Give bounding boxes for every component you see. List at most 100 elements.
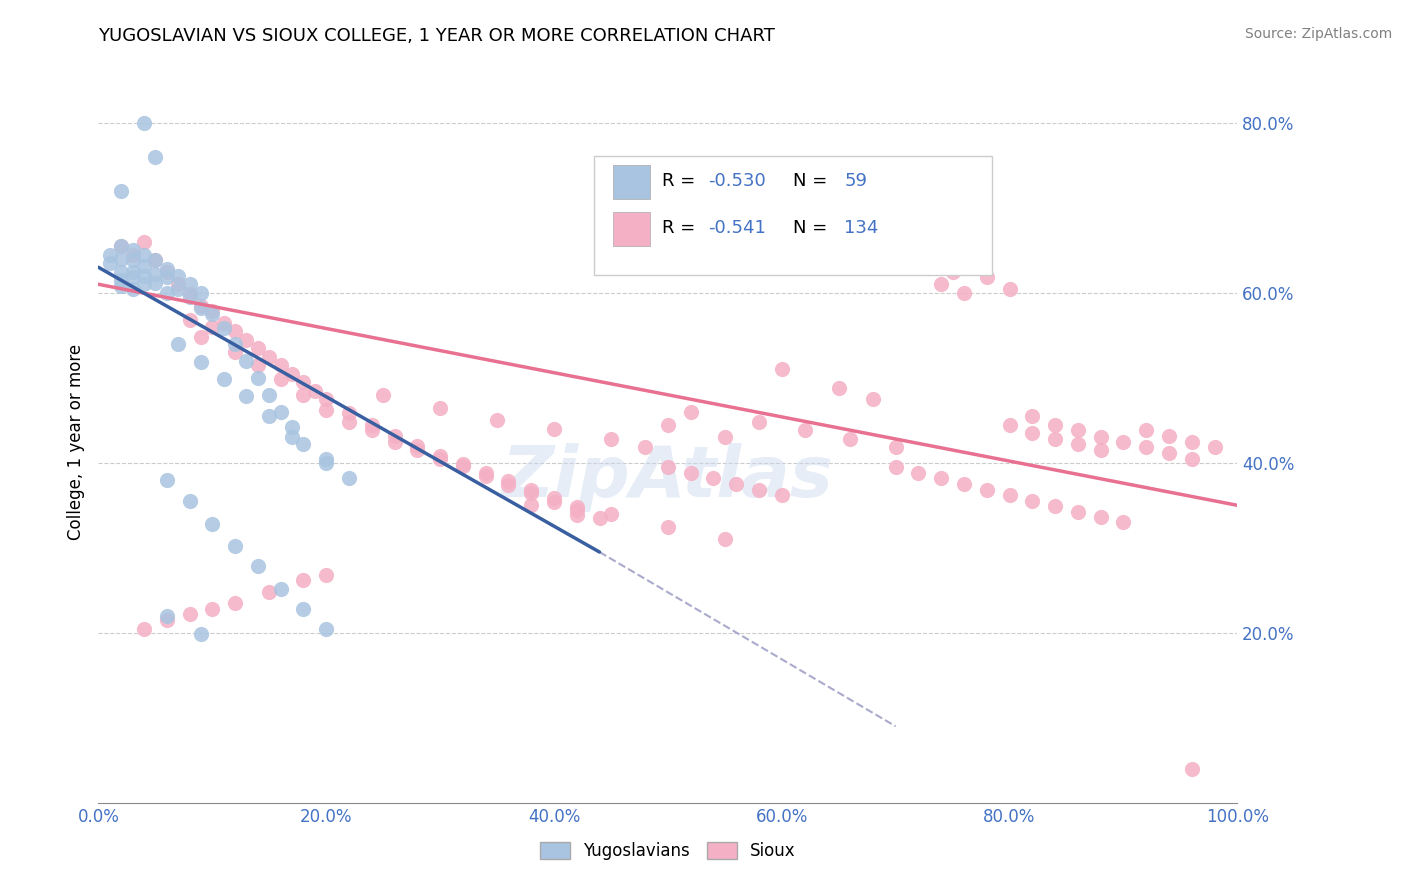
- Point: [246, 371, 269, 385]
- Point: [190, 285, 212, 300]
- Point: [429, 451, 451, 466]
- Point: [110, 264, 132, 278]
- Point: [429, 401, 451, 415]
- Y-axis label: College, 1 year or more: College, 1 year or more: [66, 343, 84, 540]
- Point: [156, 613, 179, 627]
- Point: [98, 256, 121, 270]
- Point: [212, 372, 235, 386]
- Point: [190, 301, 212, 315]
- Point: [657, 417, 679, 432]
- Point: [1090, 430, 1112, 444]
- Point: [246, 341, 269, 355]
- Point: [179, 313, 201, 327]
- Point: [121, 247, 143, 261]
- Point: [953, 477, 976, 491]
- Point: [474, 468, 496, 483]
- Point: [976, 270, 998, 285]
- Text: 134: 134: [845, 219, 879, 237]
- FancyBboxPatch shape: [593, 156, 993, 276]
- Point: [337, 407, 360, 421]
- Point: [884, 441, 907, 455]
- Point: [839, 432, 862, 446]
- Point: [179, 607, 201, 621]
- Point: [998, 488, 1021, 502]
- Point: [360, 417, 382, 432]
- Point: [270, 582, 292, 596]
- Point: [793, 424, 815, 438]
- Point: [132, 116, 155, 130]
- Point: [179, 494, 201, 508]
- Point: [862, 392, 884, 406]
- Point: [748, 483, 770, 497]
- Point: [304, 384, 326, 398]
- Point: [565, 508, 588, 523]
- Point: [1181, 762, 1204, 776]
- Point: [156, 262, 179, 277]
- Point: [145, 150, 167, 164]
- Point: [224, 539, 246, 553]
- Point: [384, 428, 406, 442]
- Point: [292, 388, 315, 402]
- Point: [212, 321, 235, 335]
- Point: [110, 184, 132, 198]
- Point: [657, 519, 679, 533]
- Point: [121, 281, 143, 295]
- Point: [235, 333, 257, 347]
- Point: [337, 471, 360, 485]
- Point: [259, 409, 281, 423]
- Point: [98, 247, 121, 261]
- Point: [281, 430, 304, 444]
- Text: YUGOSLAVIAN VS SIOUX COLLEGE, 1 YEAR OR MORE CORRELATION CHART: YUGOSLAVIAN VS SIOUX COLLEGE, 1 YEAR OR …: [98, 27, 775, 45]
- Point: [929, 471, 952, 485]
- Point: [145, 253, 167, 268]
- Point: [1021, 425, 1043, 440]
- Point: [498, 475, 520, 489]
- Point: [201, 516, 224, 531]
- Point: [998, 281, 1021, 295]
- Point: [156, 270, 179, 285]
- Point: [429, 449, 451, 463]
- Point: [1043, 432, 1066, 446]
- Point: [406, 443, 429, 458]
- Point: [201, 304, 224, 318]
- Point: [600, 507, 623, 521]
- Point: [179, 290, 201, 304]
- Text: -0.541: -0.541: [707, 219, 766, 237]
- Point: [156, 608, 179, 623]
- Point: [121, 244, 143, 258]
- FancyBboxPatch shape: [613, 165, 650, 200]
- Point: [246, 559, 269, 574]
- Point: [156, 264, 179, 278]
- Point: [486, 413, 509, 427]
- Point: [145, 267, 167, 281]
- Point: [315, 451, 337, 466]
- Point: [259, 350, 281, 364]
- Point: [212, 316, 235, 330]
- Point: [156, 285, 179, 300]
- Point: [132, 247, 155, 261]
- Point: [1067, 424, 1090, 438]
- Point: [292, 573, 315, 587]
- Point: [281, 367, 304, 381]
- Point: [679, 405, 702, 419]
- Point: [292, 375, 315, 389]
- Point: [132, 259, 155, 273]
- Point: [588, 511, 610, 525]
- Point: [235, 389, 257, 403]
- Point: [976, 483, 998, 497]
- Point: [292, 602, 315, 616]
- Point: [1090, 443, 1112, 458]
- Point: [110, 239, 132, 253]
- Point: [1021, 494, 1043, 508]
- Point: [520, 483, 543, 497]
- Point: [828, 381, 851, 395]
- Point: [1157, 428, 1180, 442]
- Point: [1021, 409, 1043, 423]
- Text: N =: N =: [793, 219, 834, 237]
- Point: [998, 417, 1021, 432]
- Point: [132, 235, 155, 249]
- Point: [543, 422, 565, 436]
- Point: [565, 502, 588, 516]
- Point: [179, 277, 201, 292]
- Point: [1157, 445, 1180, 459]
